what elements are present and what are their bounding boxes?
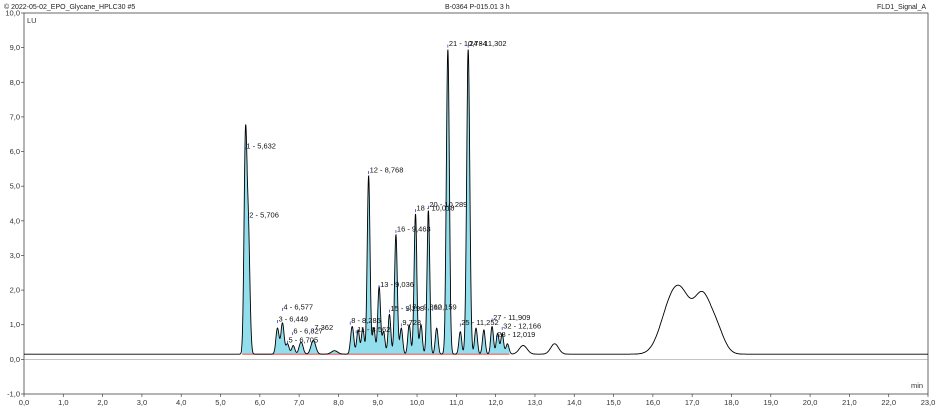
- x-tick-label: 3,0: [137, 398, 147, 407]
- signal-line: [24, 49, 928, 355]
- x-tick-label: 10,0: [410, 398, 425, 407]
- peak-label: 4 - 6,577: [284, 302, 314, 311]
- plot-frame-group: [23, 12, 929, 395]
- peak-label: 6 - 6,827: [293, 327, 323, 336]
- peak-label: 32 - 12,166: [503, 321, 541, 330]
- x-tick-label: 8,0: [333, 398, 343, 407]
- signal-title: FLD1_Signal_A: [877, 4, 926, 11]
- x-tick-label: 11,0: [449, 398, 463, 407]
- peak-label: 5 - 6,705: [289, 335, 319, 344]
- y-tick-label: 9,0: [10, 43, 20, 52]
- x-tick-label: 6,0: [255, 398, 265, 407]
- peak-labels: 1 - 5,632 2 - 5,706 3 - 6,449 4 - 6,577 5 - …: [245, 39, 541, 344]
- axis-ticks: -1,00,01,02,03,04,05,06,07,08,09,010,00,…: [5, 9, 935, 408]
- peak-label: 11 - 8,562: [357, 325, 390, 334]
- y-tick-label: 5,0: [10, 182, 20, 191]
- sample-title: B-0364 P-015.01 3 h: [445, 4, 510, 11]
- file-title: © 2022-05-02_EPO_Glycane_HPLC30 #5: [4, 3, 135, 11]
- y-tick-label: 7,0: [10, 112, 20, 121]
- y-tick-label: 3,0: [10, 251, 20, 260]
- peak-label: 24 - 11,302: [469, 39, 506, 48]
- x-tick-label: 13,0: [528, 398, 543, 407]
- x-tick-label: 12,0: [488, 398, 503, 407]
- y-tick-label: -1,0: [7, 390, 20, 399]
- peak-label: 13 - 9,036: [380, 280, 414, 289]
- peak-label: 12 - 8,768: [370, 166, 404, 175]
- peak-label: 3 - 6,449: [278, 314, 308, 323]
- peak-label: 27 - 11,909: [493, 313, 530, 322]
- x-tick-label: 0,0: [19, 398, 29, 407]
- peak-label: 9,728: [402, 318, 421, 327]
- x-tick-label: 17,0: [685, 398, 700, 407]
- peak-label: 28 - 12,019: [497, 330, 535, 339]
- peak-label: 17 - 9,862: [408, 302, 442, 311]
- signal-trace: [24, 49, 928, 355]
- peak-label: 1 - 5,632: [246, 141, 276, 150]
- y-tick-label: 2,0: [10, 286, 20, 295]
- x-tick-label: 16,0: [646, 398, 661, 407]
- peak-label: 25 - 11,252: [461, 318, 498, 327]
- x-tick-label: 2,0: [97, 398, 107, 407]
- x-tick-label: 20,0: [803, 398, 818, 407]
- x-tick-label: 23,0: [921, 398, 936, 407]
- x-tick-label: 22,0: [881, 398, 896, 407]
- peak-label: 2 - 5,706: [249, 211, 279, 220]
- y-tick-label: 1,0: [10, 320, 20, 329]
- peak-label: 7,362: [314, 323, 333, 332]
- peak-label: 10,159: [434, 302, 457, 311]
- y-tick-label: 10,0: [5, 9, 20, 18]
- peak-label: 21 - 10,784: [449, 39, 487, 48]
- peak-label: 16 - 9,463: [397, 224, 431, 233]
- y-tick-label: 0,0: [10, 355, 20, 364]
- x-tick-label: 15,0: [606, 398, 621, 407]
- y-tick-label: 6,0: [10, 147, 20, 156]
- x-tick-label: 7,0: [294, 398, 304, 407]
- x-tick-label: 1,0: [58, 398, 68, 407]
- peak-label: 20 - 10,289: [429, 200, 467, 209]
- plot-frame: [23, 12, 929, 395]
- x-tick-label: 21,0: [842, 398, 857, 407]
- y-axis-label: LU: [27, 16, 37, 25]
- x-tick-label: 4,0: [176, 398, 186, 407]
- x-tick-label: 18,0: [724, 398, 739, 407]
- peak-label: 8 - 8,286: [351, 316, 381, 325]
- y-tick-label: 4,0: [10, 216, 20, 225]
- x-tick-label: 19,0: [763, 398, 778, 407]
- x-axis-label: min: [911, 381, 923, 390]
- y-tick-label: 8,0: [10, 78, 20, 87]
- x-tick-label: 14,0: [567, 398, 582, 407]
- x-tick-label: 9,0: [373, 398, 383, 407]
- x-tick-label: 5,0: [215, 398, 225, 407]
- peak-label: 18 - 10,018: [416, 204, 454, 213]
